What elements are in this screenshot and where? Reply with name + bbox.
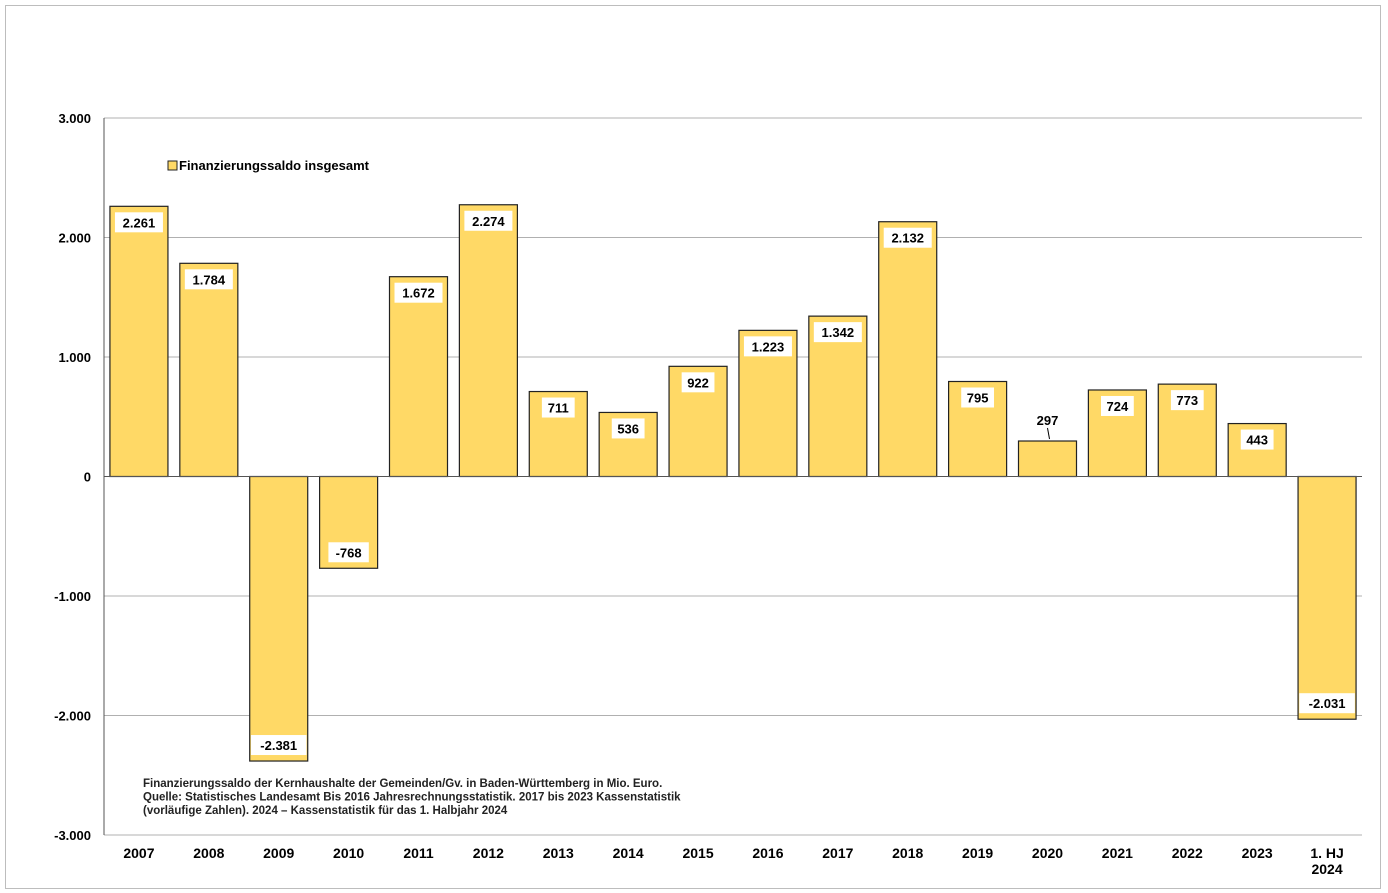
y-tick-label: -3.000 — [54, 828, 91, 843]
x-tick-label: 2023 — [1242, 845, 1273, 861]
y-tick-label: 1.000 — [58, 350, 91, 365]
data-label-box — [1299, 693, 1355, 714]
data-label-box — [464, 210, 513, 231]
x-tick-label: 2017 — [822, 845, 853, 861]
source-note: Finanzierungssaldo der Kernhaushalte der… — [143, 778, 681, 817]
data-label: 724 — [1107, 399, 1129, 414]
bar-2008 — [179, 262, 239, 478]
y-tick-label: 0 — [84, 470, 91, 485]
x-tick-label: 2015 — [682, 845, 713, 861]
data-label: 1.784 — [193, 272, 226, 287]
bar-2018 — [878, 221, 938, 478]
legend-label: Finanzierungssaldo insgesamt — [179, 158, 370, 173]
x-tick-label: 2021 — [1102, 845, 1133, 861]
data-label: 2.132 — [891, 231, 924, 246]
legend: Finanzierungssaldo insgesamt — [167, 158, 370, 173]
x-axis: 2007 2008 2009 2010 2011 2012 2013 2014 2015 2016… — [123, 845, 1343, 877]
x-tick-label: 2009 — [263, 845, 294, 861]
data-label: 1.342 — [822, 325, 855, 340]
data-label: 773 — [1176, 393, 1198, 408]
bar-2009 — [249, 475, 309, 762]
data-label-box — [541, 397, 575, 418]
bar-2014 — [598, 411, 658, 478]
data-label-box — [1100, 395, 1134, 416]
data-label: 443 — [1246, 433, 1268, 448]
bars — [104, 204, 1362, 762]
data-label-box — [743, 336, 792, 357]
source-note-line: Finanzierungssaldo der Kernhaushalte der… — [143, 778, 662, 790]
x-tick-label: 2018 — [892, 845, 923, 861]
gridlines — [104, 117, 1362, 836]
data-label: -768 — [336, 545, 362, 560]
data-label: -2.031 — [1309, 696, 1346, 711]
data-label: 922 — [687, 375, 709, 390]
bar-2020 — [1017, 440, 1078, 478]
x-tick-label: 2008 — [193, 845, 224, 861]
data-label-box — [611, 418, 645, 439]
data-label-box — [250, 735, 307, 756]
data-label-box — [328, 542, 369, 563]
data-label-box — [1240, 429, 1274, 450]
data-label: 297 — [1037, 413, 1059, 428]
data-label-box — [394, 282, 443, 303]
data-label-box — [114, 212, 163, 233]
data-label: 1.672 — [402, 286, 435, 301]
data-labels: 2.261 1.784 -2.381 -768 1.672 2.274 711 536 922 1… — [114, 210, 1355, 756]
bar-2017 — [808, 315, 868, 478]
data-label: -2.381 — [260, 738, 297, 753]
x-tick-label: 2016 — [752, 845, 783, 861]
x-tick-label: 1. HJ — [1310, 845, 1343, 861]
y-tick-label: 2.000 — [58, 231, 91, 246]
legend-swatch — [167, 160, 178, 171]
bar-2012 — [458, 204, 518, 478]
data-label-box — [681, 372, 715, 393]
x-tick-label: 2010 — [333, 845, 364, 861]
x-tick-label: 2014 — [613, 845, 644, 861]
y-tick-label: 3.000 — [58, 111, 91, 126]
source-note-line: Quelle: Statistisches Landesamt Bis 2016… — [143, 792, 681, 804]
x-tick-label: 2020 — [1032, 845, 1063, 861]
data-label: 711 — [548, 401, 569, 416]
x-tick-label: 2022 — [1172, 845, 1203, 861]
data-label-box — [184, 269, 233, 290]
label-leader-line — [1047, 427, 1050, 440]
bar-1-hj-2024 — [1297, 475, 1357, 720]
bar-2011 — [388, 276, 449, 478]
x-tick-label: 2012 — [473, 845, 504, 861]
x-tick-label: 2013 — [543, 845, 574, 861]
x-tick-label: 2011 — [403, 845, 434, 861]
data-label: 536 — [617, 421, 639, 436]
x-tick-label: 2024 — [1311, 861, 1342, 877]
data-label-box — [813, 322, 862, 343]
data-label: 1.223 — [752, 339, 785, 354]
bar-2007 — [109, 205, 169, 478]
source-note-line: (vorläufige Zahlen). 2024 – Kassenstatis… — [143, 805, 508, 817]
data-label: 795 — [967, 390, 989, 405]
data-label-box — [961, 387, 995, 408]
data-label-box — [1170, 390, 1204, 411]
x-tick-label: 2019 — [962, 845, 993, 861]
data-label-box — [883, 227, 932, 248]
data-label: 2.274 — [472, 214, 505, 229]
y-tick-label: -2.000 — [54, 709, 91, 724]
y-tick-label: -1.000 — [54, 589, 91, 604]
y-axis: 3.000 2.000 1.000 0 -1.000 -2.000 -3.000 — [54, 111, 105, 843]
data-label: 2.261 — [123, 215, 156, 230]
x-tick-label: 2007 — [123, 845, 154, 861]
